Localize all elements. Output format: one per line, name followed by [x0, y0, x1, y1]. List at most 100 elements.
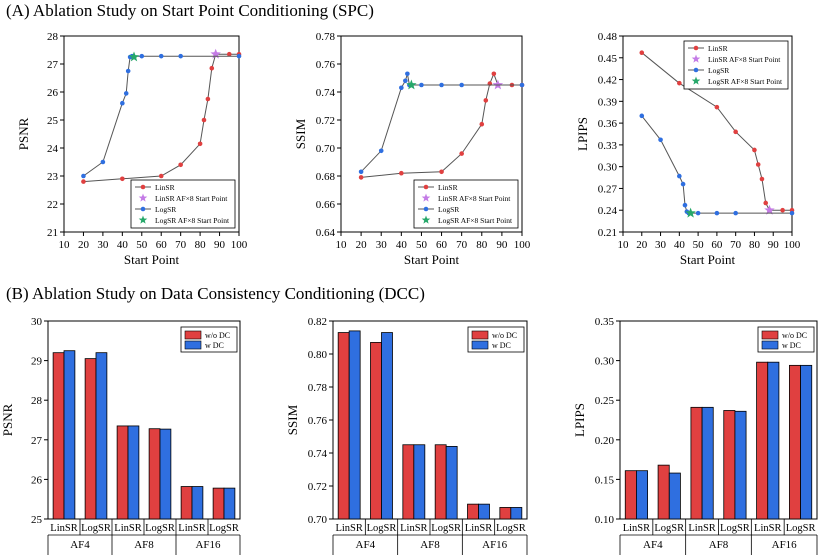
- y-tick-label: 0.35: [595, 316, 615, 328]
- y-tick-label: 0.21: [598, 227, 617, 239]
- x-subcategory-label: LogSR: [654, 523, 684, 534]
- data-point: [519, 82, 525, 88]
- bar: [636, 470, 648, 520]
- section-a-title: (A) Ablation Study on Start Point Condit…: [6, 1, 374, 20]
- plot-frame: [63, 35, 240, 233]
- y-tick-label: 21: [47, 227, 58, 239]
- start-point-star: [685, 207, 696, 218]
- y-tick-label: 0.72: [316, 115, 335, 127]
- bar: [445, 445, 458, 520]
- legend-label: LinSR AF×8 Start Point: [155, 194, 228, 203]
- bar: [734, 410, 747, 520]
- legend-label: w DC: [205, 341, 224, 350]
- bar: [381, 332, 393, 520]
- y-axis-label: LPIPS: [572, 403, 587, 437]
- x-tick-label: 100: [514, 239, 531, 251]
- x-tick-label: 30: [97, 239, 109, 251]
- x-axis-label: Start Point: [124, 252, 180, 267]
- data-point: [158, 173, 164, 179]
- legend-swatch: [761, 340, 779, 350]
- legend-label: LinSR: [155, 183, 175, 192]
- y-tick-label: 0.78: [308, 382, 328, 394]
- x-subcategory-label: LogSR: [81, 523, 111, 534]
- x-group-label: AF8: [420, 539, 440, 551]
- y-tick-label: 0.15: [595, 474, 615, 486]
- legend-label: LogSR: [438, 205, 459, 214]
- y-axis-label: SSIM: [285, 404, 300, 435]
- legend: w/o DCw DC: [467, 326, 525, 353]
- legend-label: LogSR AF×8 Start Point: [438, 216, 513, 225]
- bar: [52, 352, 65, 520]
- data-point: [378, 148, 384, 154]
- y-tick-label: 0.68: [316, 171, 336, 183]
- y-tick-label: 28: [47, 31, 59, 43]
- bar: [223, 487, 236, 520]
- chart-dcc-lpips: 0.10 0.15 0.20 0.25 0.30 0.35 LPIPS LinSR LogSR L…: [572, 316, 818, 555]
- bar: [413, 444, 426, 520]
- bar: [337, 332, 350, 520]
- data-point: [695, 210, 701, 216]
- data-point: [419, 82, 424, 88]
- x-group-label: AF4: [643, 539, 663, 551]
- chart-spc-ssim: 0.64 0.66 0.68 0.70 0.72 0.74 0.76 0.78 SSIM 10 20…: [293, 31, 531, 267]
- data-point: [197, 141, 203, 147]
- y-tick-label: 0.20: [595, 435, 615, 447]
- legend: w/o DCw DC: [180, 326, 238, 353]
- legend-swatch: [761, 330, 779, 340]
- data-point: [682, 202, 688, 208]
- x-subcategory-label: LinSR: [623, 523, 650, 534]
- bar: [127, 425, 140, 520]
- data-point: [125, 68, 131, 74]
- legend-label: w DC: [492, 341, 511, 350]
- legend-marker: [423, 206, 429, 212]
- series-line: [641, 115, 792, 214]
- y-axis-label: PSNR: [16, 117, 31, 150]
- x-subcategory-label: LinSR: [50, 523, 77, 534]
- data-point: [178, 53, 183, 59]
- legend-star: [138, 193, 148, 202]
- y-tick-label: 0.39: [598, 96, 618, 108]
- x-axis-label: Start Point: [680, 252, 736, 267]
- y-tick-label: 0.10: [595, 514, 615, 526]
- x-tick-label: 80: [195, 239, 207, 251]
- legend-marker: [140, 184, 146, 190]
- data-point: [714, 104, 720, 110]
- x-subcategory-label: LinSR: [335, 523, 362, 534]
- data-point: [123, 91, 129, 96]
- legend-label: LinSR: [438, 183, 458, 192]
- x-tick-label: 60: [156, 239, 168, 251]
- data-point: [226, 51, 232, 57]
- x-tick-label: 10: [336, 239, 348, 251]
- data-point: [680, 181, 686, 187]
- legend-swatch: [184, 340, 202, 350]
- bar: [800, 364, 813, 520]
- x-tick-label: 80: [476, 239, 488, 251]
- bar: [510, 507, 523, 520]
- data-point: [459, 151, 464, 156]
- y-tick-label: 27: [47, 59, 59, 71]
- bar: [159, 428, 172, 520]
- bar: [84, 358, 97, 520]
- chart-spc-lpips: 0.21 0.24 0.27 0.30 0.33 0.36 0.39 0.42 0.45 0.48…: [575, 31, 801, 267]
- series-line: [83, 53, 239, 183]
- bar: [348, 330, 361, 520]
- x-tick-label: 50: [136, 239, 148, 251]
- y-tick-label: 24: [47, 143, 59, 155]
- legend-label: LinSR: [708, 44, 728, 53]
- data-point: [399, 85, 404, 91]
- section-b-title: (B) Ablation Study on Data Consistency C…: [6, 284, 425, 303]
- x-subcategory-label: LogSR: [431, 523, 461, 534]
- legend-label: LogSR: [708, 66, 729, 75]
- x-subcategory-label: LinSR: [400, 523, 427, 534]
- data-point: [639, 113, 645, 119]
- data-point: [158, 53, 164, 59]
- legend-label: LogSR AF×8 Start Point: [155, 216, 230, 225]
- x-tick-label: 20: [356, 239, 368, 251]
- legend-marker: [693, 67, 699, 73]
- x-subcategory-label: LinSR: [178, 523, 205, 534]
- data-point: [752, 147, 757, 153]
- y-tick-label: 28: [31, 395, 43, 407]
- start-point-star: [128, 51, 140, 62]
